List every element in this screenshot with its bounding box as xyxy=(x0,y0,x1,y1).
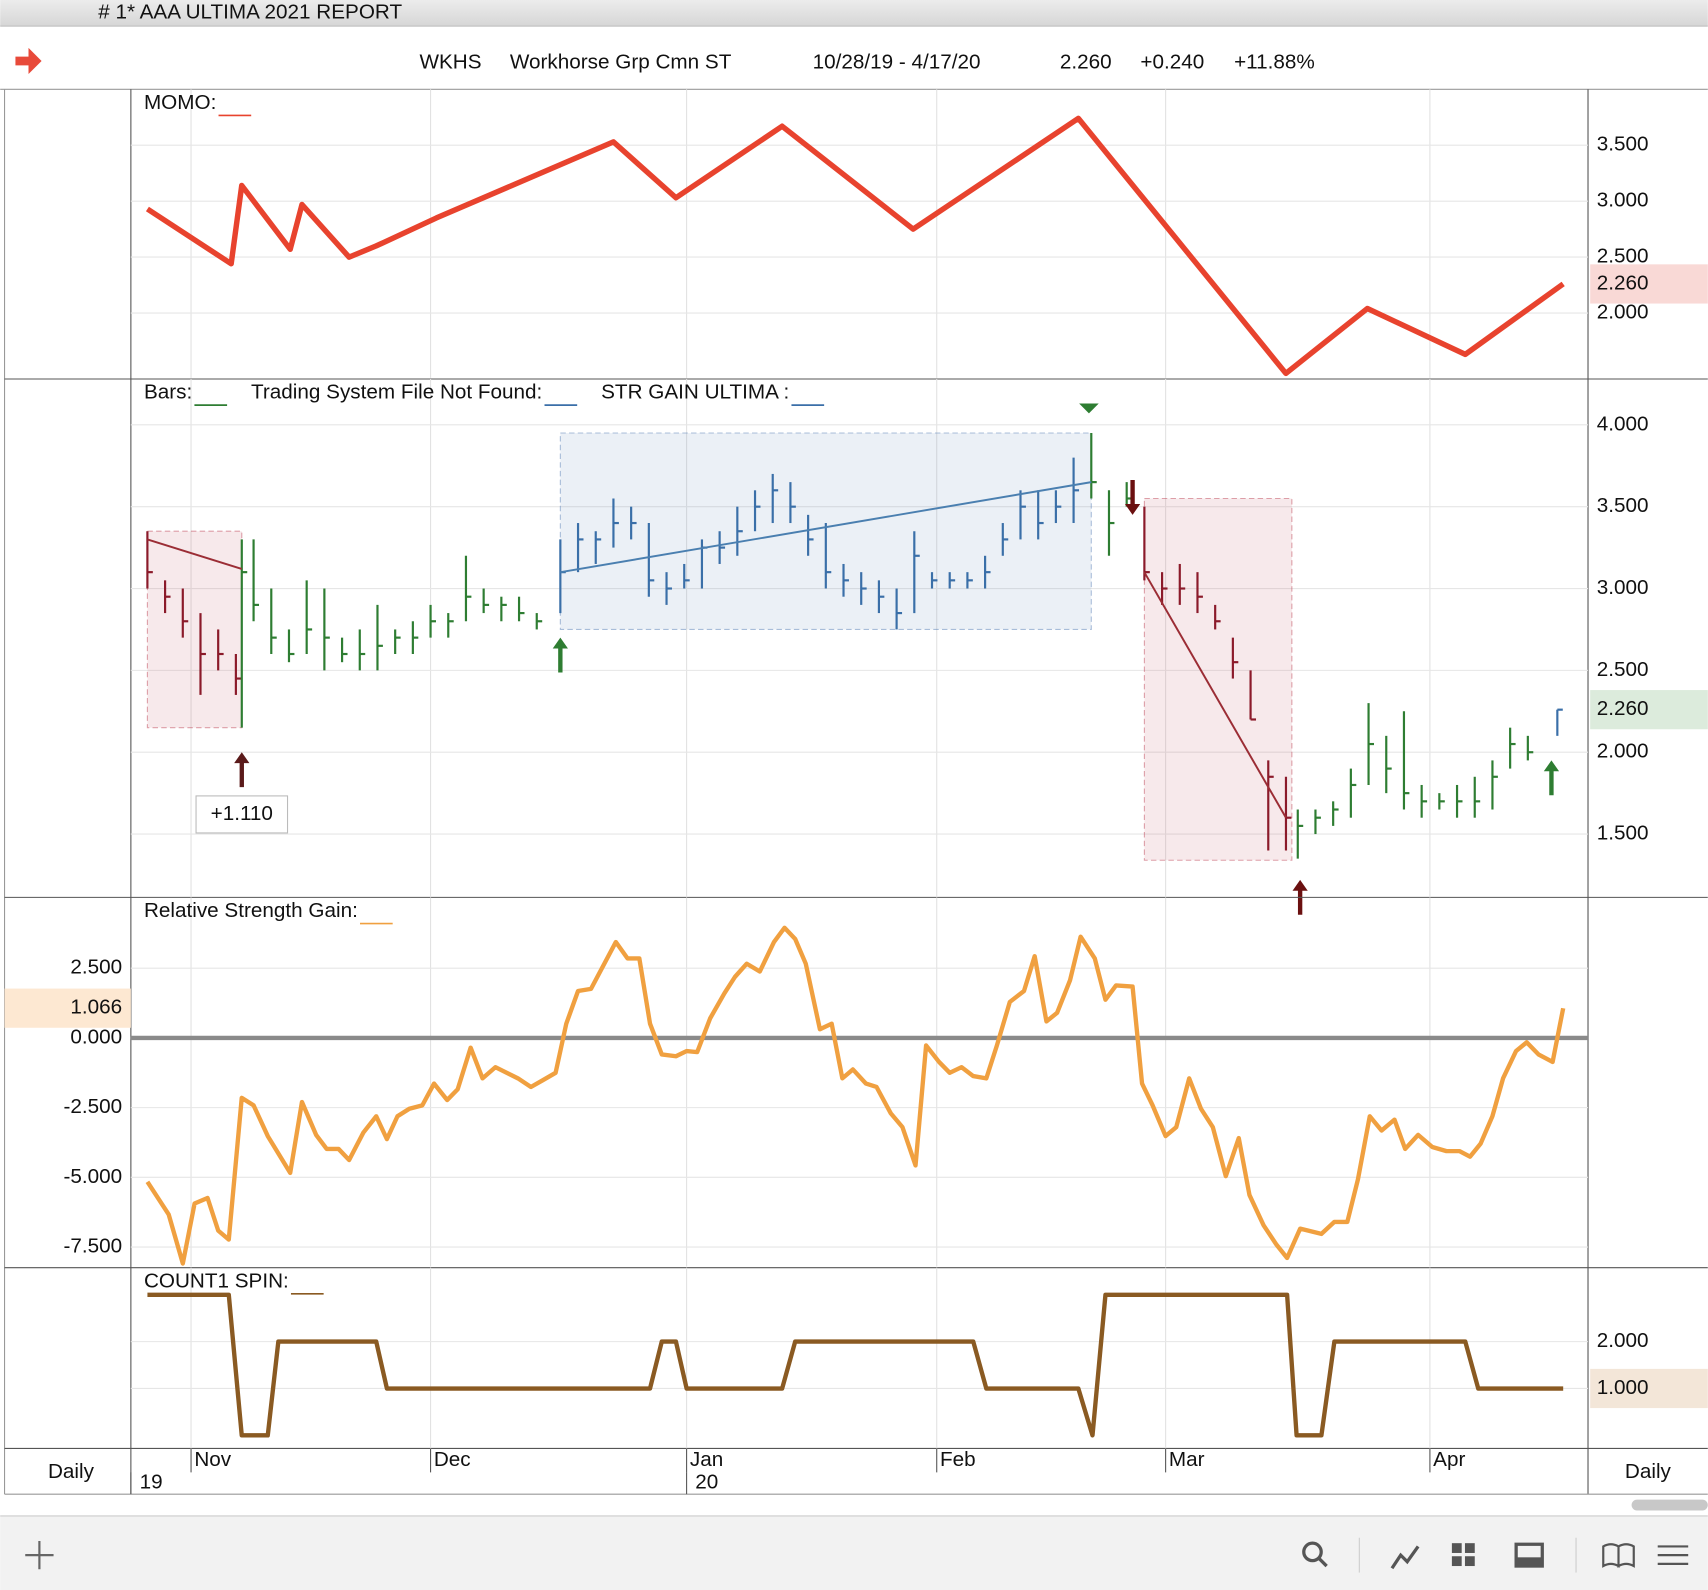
y-tick-label: 1.500 xyxy=(1597,822,1649,845)
x-tick-label: Dec xyxy=(434,1448,471,1471)
signal-arrow xyxy=(1079,403,1099,414)
data-line xyxy=(145,925,1566,1266)
annotation: +1.110 xyxy=(211,802,273,825)
signal-arrow xyxy=(234,752,250,788)
date-range: 10/28/19 - 4/17/20 xyxy=(813,51,981,74)
change: +0.240 xyxy=(1140,51,1204,74)
y-tick-label: 2.500 xyxy=(1597,245,1649,268)
y-tick-label: 2.000 xyxy=(1597,300,1649,323)
y-tick-label: 3.500 xyxy=(1597,494,1649,517)
panel-icon-fill xyxy=(1516,1557,1543,1567)
panel-title: Bars: xyxy=(144,381,192,404)
y-tick-label: 2.500 xyxy=(70,956,122,979)
signal-arrow xyxy=(552,637,568,673)
x-tick-label: Nov xyxy=(194,1448,231,1471)
y-tick-label: 3.000 xyxy=(1597,189,1649,212)
last-value-label: 2.260 xyxy=(1597,697,1649,720)
x-tick-label: Apr xyxy=(1433,1448,1465,1471)
scrollbar[interactable] xyxy=(1631,1499,1708,1511)
chart-icon[interactable] xyxy=(1390,1545,1420,1570)
year-label: 19 xyxy=(140,1471,163,1494)
data-line xyxy=(145,115,1565,377)
panel-title: COUNT1 SPIN: xyxy=(144,1269,289,1292)
last-value-tag xyxy=(1590,264,1708,304)
panel-subtitle: STR GAIN ULTIMA : xyxy=(601,381,789,404)
y-tick-label: 3.500 xyxy=(1597,133,1649,156)
year-label: 20 xyxy=(695,1471,718,1494)
window-title: # 1* AAA ULTIMA 2021 REPORT xyxy=(98,1,402,24)
add-button[interactable] xyxy=(25,1540,54,1570)
annotation-box xyxy=(195,795,289,834)
plots: 2.000 2.500 3.000 3.500 2.260 MOMO: 1.500 2.000… xyxy=(4,89,1708,1495)
x-tick-label: Jan xyxy=(690,1448,723,1471)
last-value-tag xyxy=(1590,690,1708,730)
menu-arrow[interactable] xyxy=(15,47,42,75)
y-tick-label: 0.000 xyxy=(70,1025,122,1048)
zone xyxy=(146,530,243,729)
panel-title: MOMO: xyxy=(144,91,216,114)
last-value-tag xyxy=(1590,1368,1708,1409)
company-name: Workhorse Grp Cmn ST xyxy=(510,51,732,74)
x-tick-label: Mar xyxy=(1169,1448,1205,1471)
last-value-label: 1.000 xyxy=(1597,1376,1649,1399)
y-tick-label: 2.500 xyxy=(1597,658,1649,681)
last-price: 2.260 xyxy=(1060,51,1112,74)
trend-line xyxy=(1143,571,1287,819)
y-tick-label: -2.500 xyxy=(63,1095,122,1118)
symbol: WKHS xyxy=(419,51,481,74)
y-tick-label: 2.000 xyxy=(1597,740,1649,763)
last-value-label: 2.260 xyxy=(1597,271,1649,294)
last-value-label: 1.066 xyxy=(70,996,122,1019)
period-right[interactable]: Daily xyxy=(1625,1460,1672,1483)
zone xyxy=(1143,497,1293,861)
panel-subtitle: Trading System File Not Found: xyxy=(251,381,542,404)
trend-line xyxy=(560,481,1092,574)
book-icon[interactable] xyxy=(1602,1543,1635,1568)
y-tick-label: -5.000 xyxy=(63,1165,122,1188)
grid-icon[interactable] xyxy=(1451,1543,1475,1567)
list-icon[interactable] xyxy=(1657,1545,1689,1565)
data-line xyxy=(147,1292,1564,1438)
trend-line xyxy=(147,538,243,570)
header: WKHS Workhorse Grp Cmn ST 10/28/19 - 4/1… xyxy=(419,51,1314,74)
panel-title: Relative Strength Gain: xyxy=(144,899,358,922)
search-icon-handle xyxy=(1317,1557,1328,1568)
last-value-tag xyxy=(4,988,131,1028)
y-tick-label: 4.000 xyxy=(1597,412,1649,435)
toolbar xyxy=(0,1515,1708,1590)
period-left[interactable]: Daily xyxy=(48,1460,95,1483)
y-tick-label: -7.500 xyxy=(63,1235,122,1258)
x-tick-label: Feb xyxy=(940,1448,976,1471)
signal-arrow xyxy=(1124,480,1141,515)
y-tick-label: 2.000 xyxy=(1597,1329,1649,1352)
y-tick-label: 3.000 xyxy=(1597,576,1649,599)
change-pct: +11.88% xyxy=(1234,51,1315,74)
title-bar xyxy=(0,0,1708,27)
signal-arrow xyxy=(1543,760,1560,796)
search-icon[interactable] xyxy=(1302,1541,1323,1563)
